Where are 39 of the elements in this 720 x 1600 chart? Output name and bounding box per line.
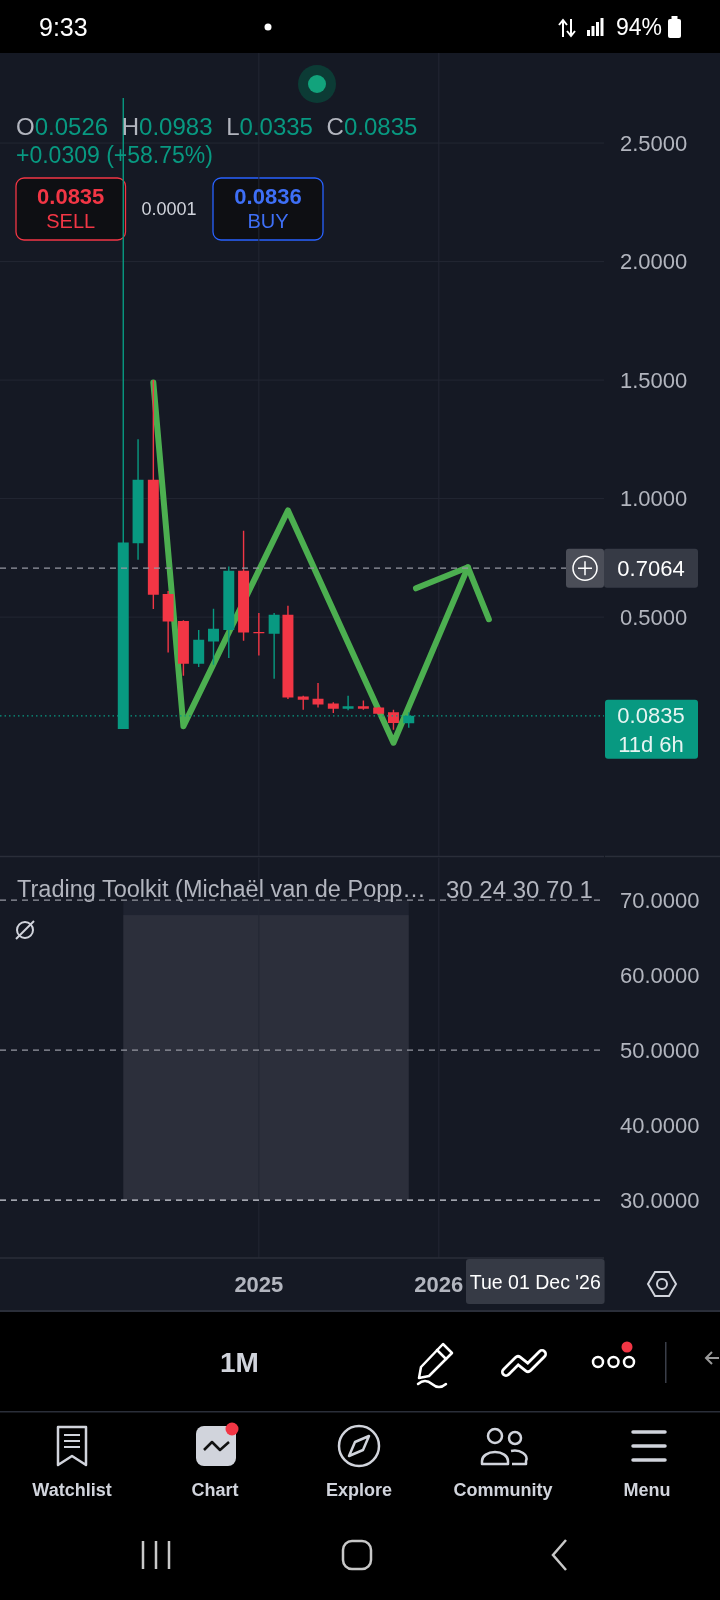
candlestick [312,683,324,708]
text: Watchlist [32,1480,112,1500]
y-tick-label: 1.0000 [620,486,688,512]
candlestick [373,706,385,715]
candlestick [162,591,174,653]
text: Tue 01 Dec '26 [469,1271,601,1293]
text: Community [453,1480,553,1500]
candlestick [253,613,265,656]
ref-line-label: 0.0835 [617,703,685,729]
y-tick-label: 60.0000 [620,962,700,988]
text: 9:33 [39,13,88,41]
text: 11d 6h [618,731,684,757]
y-tick-label: 1.5000 [620,367,688,393]
annotation: 0.0835 [37,183,105,209]
candlestick [132,439,144,560]
ref-line-label: 0.7064 [617,555,685,581]
text: Explore [325,1480,393,1500]
y-tick-label: 2.5000 [620,130,688,156]
x-tick-label: 2025 [234,1271,284,1297]
y-tick-label: 0.5000 [620,604,688,630]
annotation: SELL [46,210,96,232]
y-tick-label: 50.0000 [620,1037,700,1063]
text: Trading Toolkit (Michaël van de Popp… [17,876,426,902]
text: 94% [616,14,663,40]
text: 1M [220,1346,259,1378]
candlestick [342,695,354,711]
annotation: 30 24 30 70 1 [446,875,593,903]
y-tick-label: 2.0000 [620,249,688,275]
y-tick-label: 30.0000 [620,1187,700,1213]
y-tick-label: 70.0000 [620,887,700,913]
candlestick [357,700,369,710]
text: Menu [623,1480,671,1500]
y-tick-label: 40.0000 [620,1112,700,1138]
text: Chart [191,1480,239,1500]
annotation: BUY [247,210,289,232]
annotation: 0.0836 [234,183,302,209]
x-tick-label: 2026 [414,1271,464,1297]
candlestick [268,613,280,679]
annotation: 0.0001 [141,199,197,219]
